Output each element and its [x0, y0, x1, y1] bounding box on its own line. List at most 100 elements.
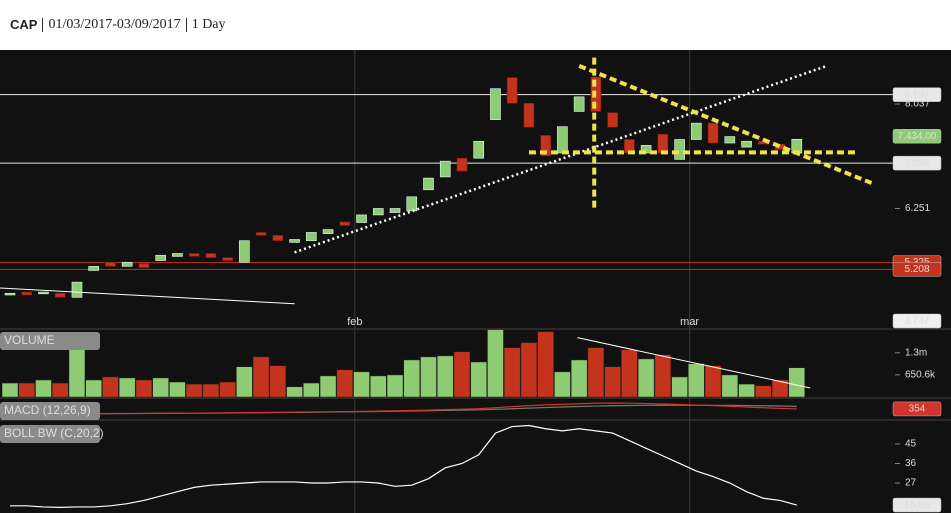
volume-bar [470, 361, 487, 398]
volume-bar [637, 358, 655, 398]
volume-bar [721, 374, 739, 398]
last-value-label-box [892, 401, 942, 417]
trend-line [294, 64, 828, 254]
panel-title-box [0, 332, 100, 350]
y-tick-label: 650.6k [905, 370, 936, 381]
candle [372, 208, 384, 216]
volume-bar [403, 359, 421, 398]
candle [138, 263, 150, 268]
volume-bar [436, 355, 454, 398]
panel-title: BOLL BW (C,20,2) [4, 426, 104, 440]
candle [155, 254, 166, 261]
candle [490, 88, 501, 120]
candle [557, 126, 568, 154]
candle [54, 292, 66, 298]
y-tick-label-box [892, 155, 942, 171]
chart: febmar8.1978.0377.0266.2515.3255.2087.43… [0, 50, 951, 513]
candle [4, 292, 16, 296]
candle [306, 232, 317, 241]
volume-bar [370, 375, 387, 398]
candle [222, 257, 233, 261]
volume-bar [420, 356, 437, 398]
candle [724, 136, 736, 144]
y-tick-label-box [892, 262, 942, 277]
candle [573, 96, 585, 112]
volume-bar [386, 374, 404, 398]
volume-bar [788, 367, 806, 398]
candle [272, 235, 284, 241]
y-tick-label: 8.197 [904, 89, 929, 100]
volume-bar [185, 383, 203, 398]
date-range: 01/03/2017-03/09/2017 [42, 18, 185, 32]
volume-bar [319, 375, 337, 398]
volume-bar [85, 379, 102, 398]
volume-bar [135, 379, 153, 398]
month-label: feb [347, 316, 362, 328]
candle [456, 157, 468, 172]
volume-bar [118, 377, 136, 398]
volume-bar [169, 381, 186, 398]
candle [423, 177, 434, 191]
volume-bar [152, 377, 169, 398]
volume-bar [771, 379, 789, 398]
volume-bar [35, 379, 52, 398]
trend-line [577, 337, 811, 389]
y-tick-label: 7.026 [904, 158, 929, 169]
volume-bar [286, 386, 303, 398]
candle [540, 135, 551, 157]
volume-bar [453, 351, 471, 398]
candle [71, 281, 83, 298]
candle [640, 145, 652, 154]
candle [356, 214, 367, 223]
candle [389, 208, 401, 213]
background [0, 50, 951, 513]
y-tick-label: 8.037 [905, 99, 930, 110]
volume-bar [520, 342, 538, 398]
candle [172, 253, 183, 257]
volume-bar [51, 382, 69, 398]
candle [38, 291, 49, 295]
y-tick-label: 5.208 [904, 264, 929, 275]
volume-bar [252, 356, 270, 398]
volume-bar [68, 347, 86, 398]
trend-line [578, 63, 875, 186]
volume-bar [269, 365, 287, 398]
symbol: CAP [10, 17, 38, 32]
indicator-line [9, 402, 797, 415]
volume-bar [688, 363, 705, 398]
candle [439, 160, 451, 178]
volume-bar [537, 331, 554, 398]
volume-bar [102, 376, 119, 398]
y-tick-label: 6.251 [905, 203, 930, 214]
candle [188, 253, 200, 257]
candle [121, 261, 133, 267]
volume-bar [236, 366, 253, 398]
volume-bar [570, 359, 588, 398]
panel-title: VOLUME [4, 333, 55, 347]
candle [88, 266, 99, 271]
trend-line [0, 287, 295, 305]
header: CAP 01/03/2017-03/09/2017 1 Day [0, 0, 951, 50]
volume-bar [654, 354, 672, 398]
floor-label-box [892, 313, 942, 329]
candle [322, 229, 334, 234]
last-value-label: 16.86 [904, 500, 929, 511]
candle [105, 261, 116, 267]
volume-bar [554, 371, 571, 398]
volume-bar [587, 347, 605, 398]
y-tick-label: 1.3m [905, 347, 927, 358]
candle [506, 77, 518, 104]
candle [741, 140, 752, 148]
y-tick-label-box [892, 87, 942, 102]
volume-bar [604, 366, 621, 398]
volume-bar [18, 382, 35, 398]
candle [406, 196, 418, 212]
y-tick-label: 36 [905, 458, 917, 469]
indicator-line [10, 424, 797, 508]
volume-bar [671, 376, 688, 398]
volume-bar [1, 382, 19, 398]
candle [657, 133, 669, 154]
candle [523, 102, 535, 128]
candle [255, 232, 267, 236]
